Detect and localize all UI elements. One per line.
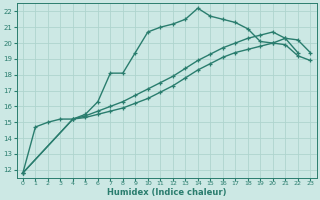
X-axis label: Humidex (Indice chaleur): Humidex (Indice chaleur) [107, 188, 226, 197]
